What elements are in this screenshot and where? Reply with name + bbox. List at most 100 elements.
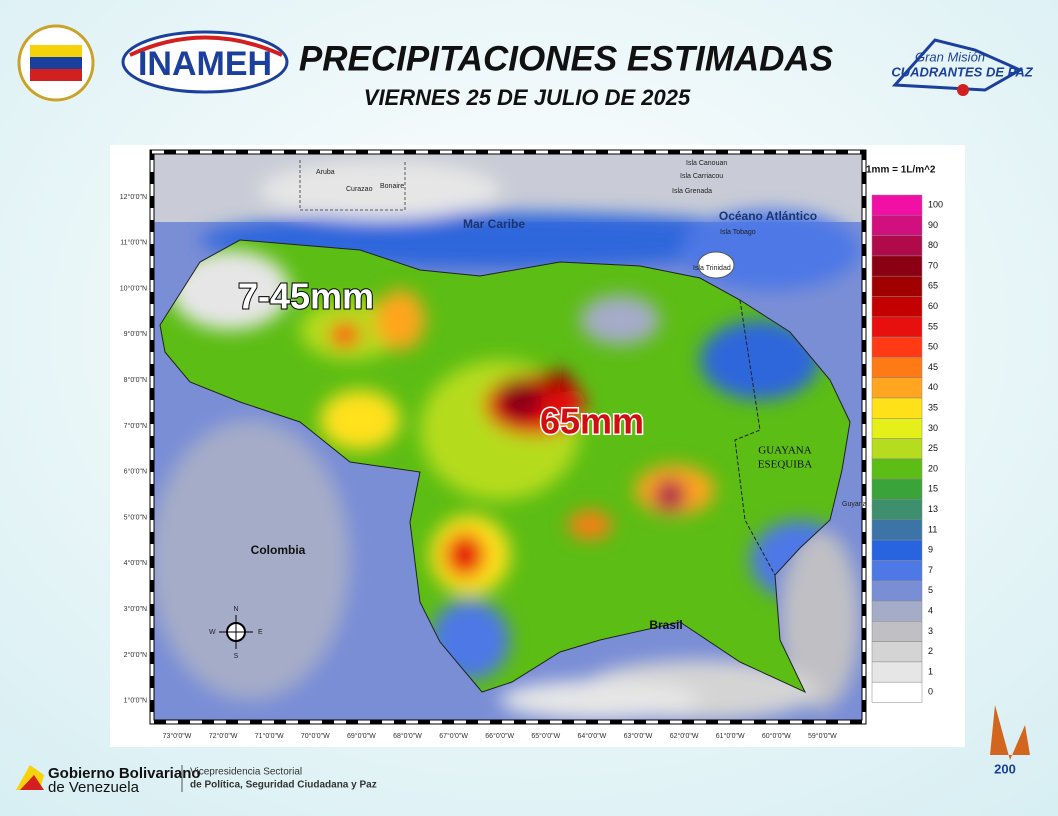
legend-swatch [871,255,923,277]
compass-label: W [209,629,216,636]
lat-label: 9°0'0"N [124,330,147,338]
legend-label: 1 [928,666,933,676]
legend-swatch [871,215,923,236]
legend-label: 2 [928,646,933,656]
lon-label: 69°0'0"W [347,732,376,740]
lat-label: 4°0'0"N [124,559,147,567]
lon-label: 62°0'0"W [670,732,699,740]
legend-swatch [871,600,923,622]
place-label: Curazao [346,186,373,193]
legend-swatch [871,458,923,480]
lon-label: 65°0'0"W [531,732,560,740]
footer-text: de Política, Seguridad Ciudadana y Paz [190,780,377,791]
legend-swatch [871,641,923,663]
lat-label: 2°0'0"N [124,651,147,659]
lat-label: 3°0'0"N [124,605,147,613]
lon-label: 71°0'0"W [255,732,284,740]
date: VIERNES 25 DE JULIO DE 2025 [364,85,691,110]
place-label: Bonaire [380,183,404,190]
legend-label: 7 [928,565,933,575]
legend-label: 60 [928,301,938,311]
legend-label: 15 [928,484,938,494]
logo-text: INAMEH [138,45,272,83]
legend-label: 90 [928,220,938,230]
lon-label: 63°0'0"W [624,732,653,740]
footer-text: de Venezuela [48,779,140,796]
legend-label: 100 [928,200,943,210]
place-label: Isla Canouan [686,160,727,167]
lat-label: 10°0'0"N [120,284,147,292]
legend-swatch [871,418,923,439]
legend-swatch [871,357,923,378]
legend-label: 40 [928,382,938,392]
place-label: Guyana [842,501,867,508]
legend-unit: 1mm = 1L/m^2 [866,165,936,176]
legend-swatch [871,438,923,460]
place-label: Mar Caribe [463,217,525,231]
legend-swatch [871,681,923,703]
legend-label: 11 [928,524,937,534]
lon-label: 59°0'0"W [808,732,837,740]
map-art [152,152,864,722]
logo-text: CUADRANTES DE PAZ [891,64,1033,79]
place-label: ESEQUIBA [758,459,812,471]
place-label: GUAYANA [758,445,811,457]
small-places: Guyana Aruba Curazao Bonaire Isla Canoua… [316,160,867,508]
title: PRECIPITACIONES ESTIMADAS [299,39,833,78]
legend-label: 13 [928,504,938,514]
logo-left: INAMEH [17,24,289,102]
footer-text: Vicepresidencia Sectorial [190,767,302,778]
annotation: 65mm [540,401,644,442]
lon-label: 70°0'0"W [301,732,330,740]
legend-label: 9 [928,545,933,555]
lat-label: 12°0'0"N [120,193,147,201]
legend-swatch [871,580,923,602]
compass-label: S [234,653,239,660]
legend-swatch [871,499,923,521]
lon-label: 68°0'0"W [393,732,422,740]
legend-label: 0 [928,687,933,697]
legend-swatch [871,539,923,561]
legend-label: 3 [928,626,933,636]
places: Mar Caribe Océano Atlántico Colombia Bra… [251,209,817,632]
legend-swatch [871,296,923,318]
place-label: Brasil [649,618,682,632]
place-label: Colombia [251,543,306,557]
legend-swatch [871,661,923,683]
legend-swatch [871,275,923,297]
legend-swatch [871,519,923,541]
legend-label: 5 [928,585,933,595]
legend-swatch [871,560,923,581]
lat-label: 8°0'0"N [124,376,147,384]
legend-swatch [871,621,923,642]
footer-text: 200 [994,761,1016,776]
annotation: 7-45mm [238,276,374,317]
legend-label: 65 [928,281,938,291]
legend-swatch [871,336,923,358]
place-label: Isla Trinidad [693,265,731,272]
legend-swatch [871,235,923,257]
lon-label: 73°0'0"W [163,732,192,740]
lat-label: 5°0'0"N [124,513,147,521]
legend-label: 50 [928,342,938,352]
lon-label: 61°0'0"W [716,732,745,740]
legend-swatch [871,397,923,419]
graticule-labels: 12°0'0"N 11°0'0"N 10°0'0"N 9°0'0"N 8°0'0"N 7°… [120,193,837,740]
lat-label: 1°0'0"N [124,697,147,705]
map-frame [150,150,866,724]
place-label: Isla Grenada [672,188,712,195]
legend-swatch [871,316,923,338]
legend-label: 35 [928,403,938,413]
lat-label: 7°0'0"N [124,422,147,430]
legend-label: 80 [928,240,938,250]
lon-label: 67°0'0"W [439,732,468,740]
logo-right: Gran Misión CUADRANTES DE PAZ [891,38,1034,96]
lat-label: 11°0'0"N [120,239,147,247]
lon-label: 72°0'0"W [209,732,238,740]
legend-label: 25 [928,443,938,453]
lon-label: 64°0'0"W [577,732,606,740]
footer: Gobierno Bolivariano de Venezuela Vicepr… [16,705,1030,796]
lon-label: 60°0'0"W [762,732,791,740]
lat-label: 6°0'0"N [124,468,147,476]
legend-label: 70 [928,260,938,270]
